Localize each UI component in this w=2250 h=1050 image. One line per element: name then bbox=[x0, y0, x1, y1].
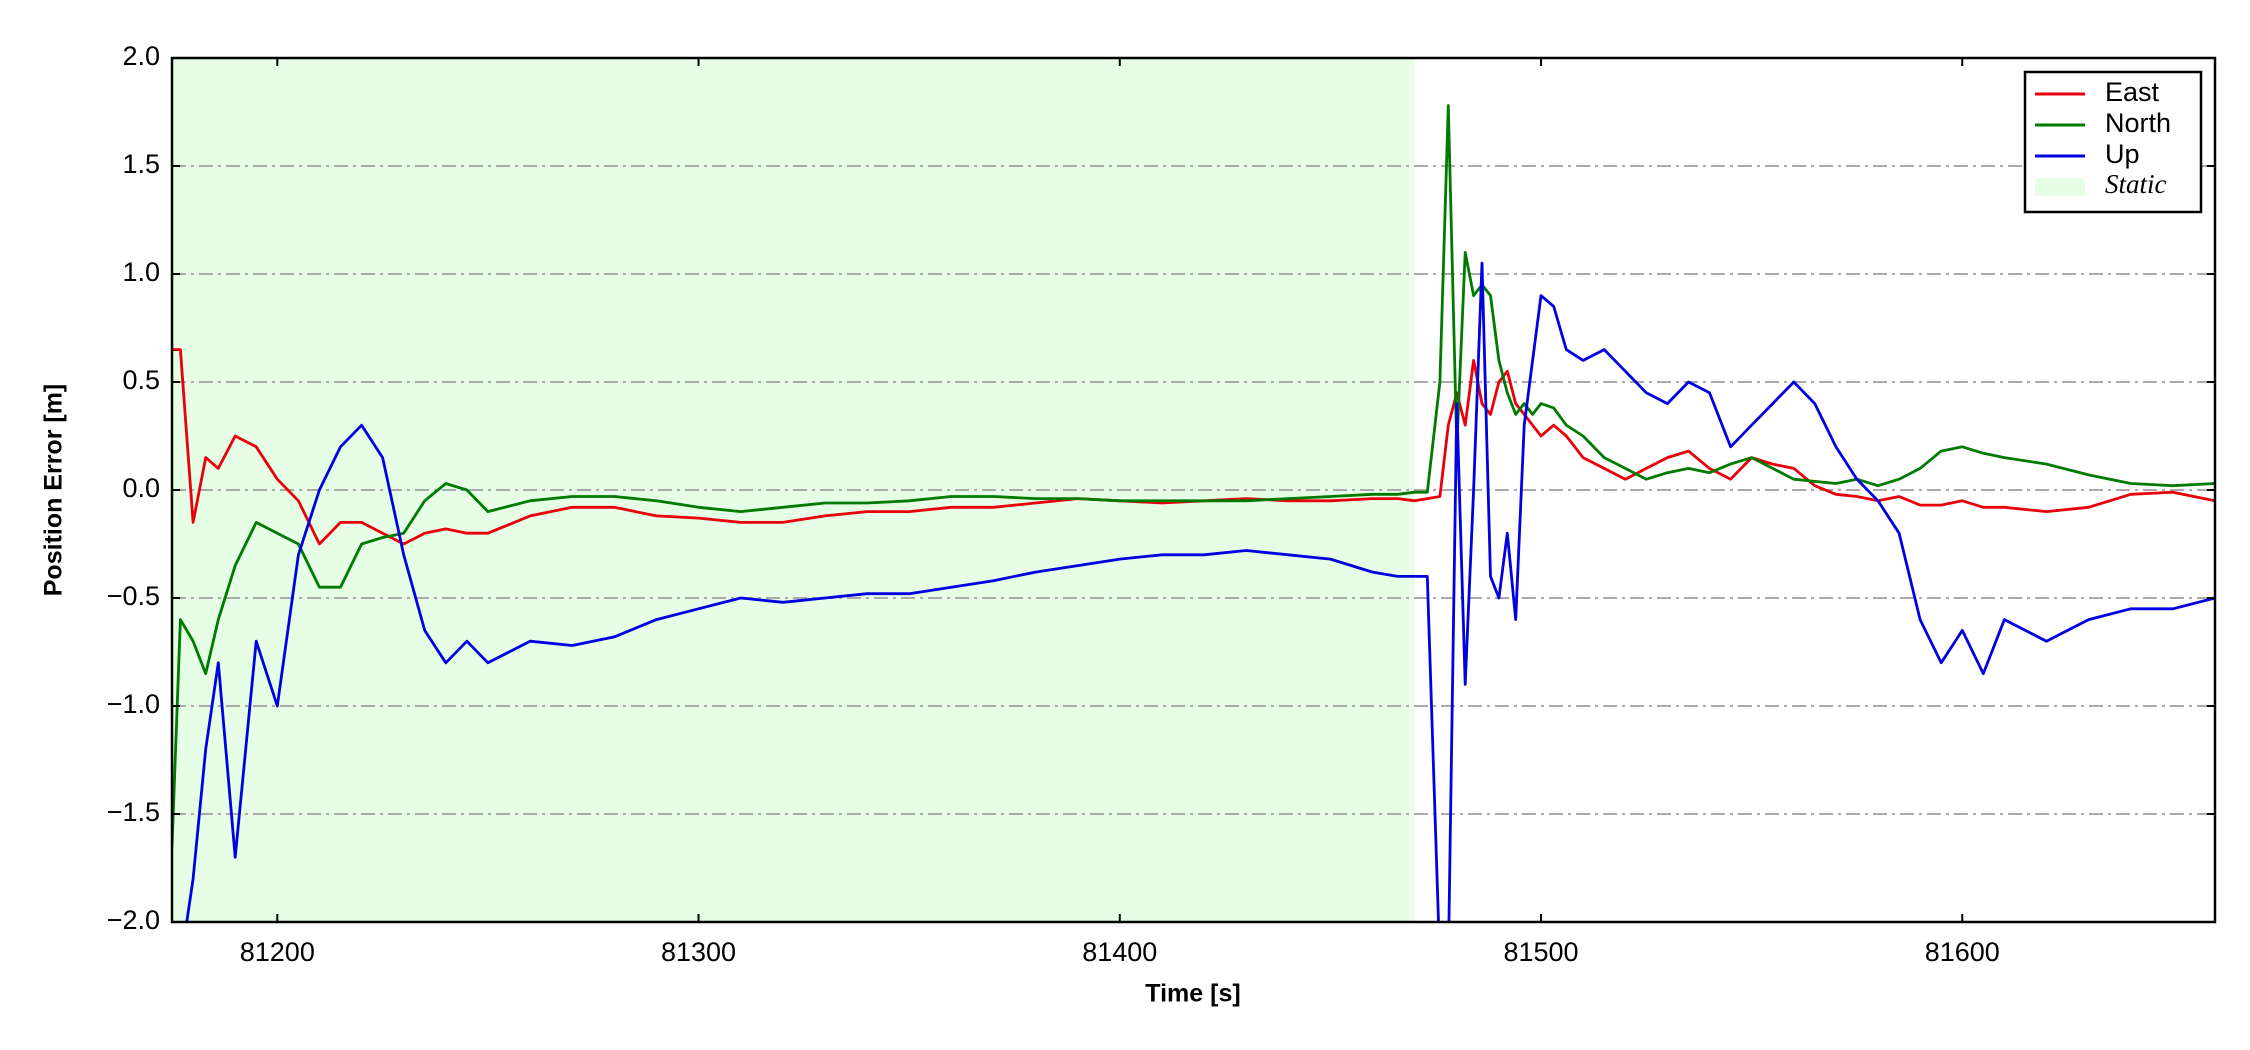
plot-lines bbox=[172, 104, 2215, 922]
plot-frame bbox=[170, 56, 2217, 924]
legend-label: East bbox=[2105, 77, 2160, 107]
x-tick-label: 81600 bbox=[1925, 937, 2000, 967]
y-tick-label: 1.0 bbox=[122, 257, 160, 287]
series-line bbox=[172, 104, 2215, 847]
y-tick-label: −2.0 bbox=[107, 905, 160, 935]
legend-label: Up bbox=[2105, 139, 2140, 169]
y-axis-label: Position Error [m] bbox=[40, 384, 68, 597]
series-line bbox=[172, 348, 2215, 546]
x-axis-label: Time [s] bbox=[1145, 980, 1240, 1008]
legend-label: Static bbox=[2105, 169, 2167, 199]
legend-label: North bbox=[2105, 108, 2171, 138]
y-tick-label: −1.0 bbox=[107, 689, 160, 719]
y-tick-label: −1.5 bbox=[107, 797, 160, 827]
y-tick-label: 0.0 bbox=[122, 473, 160, 503]
y-tick-label: −0.5 bbox=[107, 581, 160, 611]
x-tick-label: 81400 bbox=[1082, 937, 1157, 967]
x-tick-label: 81200 bbox=[240, 937, 315, 967]
legend-swatch bbox=[2035, 178, 2085, 196]
x-tick-label: 81500 bbox=[1503, 937, 1578, 967]
y-tick-label: 2.0 bbox=[122, 41, 160, 71]
y-tick-label: 1.5 bbox=[122, 149, 160, 179]
axes: −2.0 −1.5 −1.0 −0.5 0.0 0.5 1.0 1.5 2.0 81200 8130… bbox=[107, 41, 2217, 967]
x-tick-label: 81300 bbox=[661, 937, 736, 967]
y-tick-label: 0.5 bbox=[122, 365, 160, 395]
series-line bbox=[185, 261, 2215, 922]
